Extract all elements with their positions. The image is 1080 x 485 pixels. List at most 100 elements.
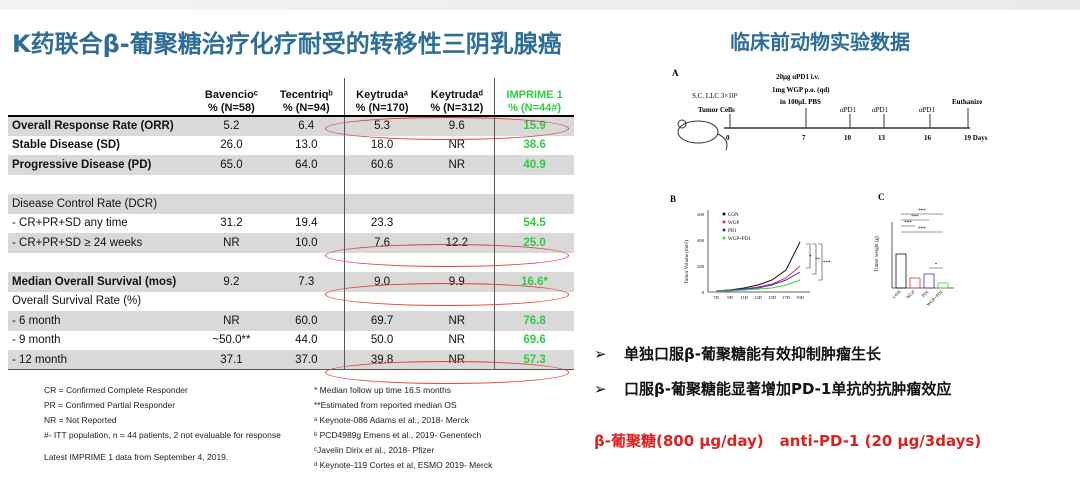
table-cell: NR — [194, 233, 269, 253]
highlight-oval-mos — [325, 283, 569, 306]
footnote: CR = Confirmed Complete Responder — [44, 385, 188, 395]
table-cell — [268, 194, 345, 214]
x-tick: 9D — [727, 295, 733, 300]
table-cell: 7.3 — [268, 272, 345, 292]
header-n: % (N=44#) — [508, 102, 562, 114]
table-row: - CR+PR+SD any time 31.2 19.4 23.3 54.5 — [8, 213, 574, 233]
bar-wgp — [909, 277, 921, 289]
table-cell: 69.6 — [494, 330, 574, 350]
column-header: Keytrudaᵃ% (N=170) — [343, 78, 420, 117]
table-cell — [268, 252, 345, 272]
footnote: PR = Confirmed Partial Responder — [44, 400, 176, 410]
legend-item: CON — [728, 213, 739, 218]
x-tick: 11D — [740, 295, 748, 300]
mouse-icon — [677, 119, 728, 151]
header-n: % (N=312) — [430, 102, 484, 114]
table-cell: 5.2 — [194, 116, 269, 136]
arrow-bullet-icon: ➢ — [594, 345, 607, 363]
table-cell — [268, 174, 345, 194]
table-cell — [419, 194, 496, 214]
x-tick: 13D — [754, 295, 763, 300]
row-label: - CR+PR+SD any time — [8, 213, 194, 233]
table-cell: 54.5 — [494, 213, 574, 233]
x-tick: WGP — [905, 289, 916, 300]
highlight-oval-orr — [325, 117, 569, 140]
footnote: #- ITT population, n = 44 patients, 2 no… — [44, 430, 281, 440]
table-cell — [194, 194, 269, 214]
dose-text: in 100μL PBS — [780, 98, 821, 106]
table-cell: 65.0 — [194, 155, 269, 175]
header-name: IMPRIME 1 — [506, 89, 563, 101]
table-cell: 18.0 — [343, 135, 420, 155]
header-n: % (N=58) — [208, 102, 255, 114]
tumor-volume-chart: B Tumor Volume (mm³) 0 200 400 600 7D 9D… — [670, 194, 831, 300]
header-name: Keytrudaᵈ — [430, 89, 483, 101]
significance-mark: ** — [815, 258, 821, 263]
table-header-row: Bavencioᶜ% (N=58) Tecentriqᵇ% (N=94) Keytr… — [8, 78, 574, 117]
section-subtitle: 临床前动物实验数据 — [730, 30, 910, 54]
timeline-figure: A 20μg αPD1 i.v. 1mg WGP p.o. (qd) in 10… — [672, 68, 988, 151]
header-n: % (N=94) — [282, 102, 330, 114]
table-cell: 13.0 — [268, 135, 345, 155]
row-label: Progressive Disease (PD) — [8, 155, 194, 175]
table-cell: 50.0 — [343, 330, 420, 350]
row-label: - 12 month — [8, 350, 194, 370]
table-cell: 9.2 — [194, 272, 269, 292]
table-cell — [194, 291, 269, 311]
table-cell — [494, 194, 574, 214]
significance-mark: *** — [918, 227, 926, 232]
table-cell: 10.0 — [268, 233, 345, 253]
table-row: - 6 month NR 60.0 69.7 NR 76.8 — [8, 311, 574, 331]
top-banner — [0, 0, 1080, 10]
footnote: NR = Not Reported — [44, 415, 117, 425]
table-cell: 37.0 — [268, 350, 345, 370]
footnote: Latest IMPRIME 1 data from September 4, … — [44, 452, 229, 462]
row-label: - CR+PR+SD ≥ 24 weeks — [8, 233, 194, 253]
axis-label: Tumor weight (g) — [875, 236, 880, 272]
apd1-label: αPD1 — [919, 106, 936, 114]
bullet-point-1: ➢ 单独口服β-葡聚糖能有效抑制肿瘤生长 — [594, 343, 881, 364]
legend-item: PD1 — [728, 229, 737, 234]
significance-mark: *** — [911, 215, 919, 220]
bullet-text: 口服β-葡聚糖能显著增加PD-1单抗的抗肿瘤效应 — [624, 380, 952, 398]
row-label: - 6 month — [8, 311, 194, 331]
table-row: Disease Control Rate (DCR) — [8, 194, 574, 214]
footnote: **Estimated from reported median OS — [314, 400, 457, 410]
series-line-wgp-pd1 — [716, 279, 801, 292]
footnote — [44, 443, 281, 450]
footnote: ᵈ Keynote-119 Cortes et al, ESMO 2019- M… — [314, 460, 493, 470]
row-label — [8, 252, 194, 272]
page-title: K药联合β-葡聚糖治疗化疗耐受的转移性三阴乳腺癌 — [12, 30, 562, 58]
column-header: Bavencioᶜ% (N=58) — [194, 78, 269, 117]
legend-item: WGP — [728, 221, 739, 226]
table-cell — [194, 252, 269, 272]
footnotes-left: CR = Confirmed Complete Responder PR = C… — [44, 383, 281, 465]
significance-mark: * — [809, 255, 812, 260]
table-cell — [419, 213, 496, 233]
figure-label: A — [672, 68, 679, 78]
row-label — [8, 174, 194, 194]
table-cell — [268, 291, 345, 311]
column-header: Tecentriqᵇ% (N=94) — [268, 78, 345, 117]
table-cell: 60.0 — [268, 311, 345, 331]
header-name: Tecentriqᵇ — [279, 89, 333, 101]
table-cell: 69.7 — [343, 311, 420, 331]
table-cell — [343, 174, 420, 194]
table-cell: 37.1 — [194, 350, 269, 370]
table-cell: 64.0 — [268, 155, 345, 175]
inoculation-text: S.C. LLC 3×10⁵ — [692, 92, 738, 100]
highlight-oval-12m — [325, 361, 569, 384]
table-cell: NR — [194, 311, 269, 331]
day-tick: 7 — [802, 134, 806, 142]
table-row: - 9 month ~50.0** 44.0 50.0 NR 69.6 — [8, 330, 574, 350]
footnote: * Median follow up time 16.5 months — [314, 385, 452, 395]
x-tick: 19D — [796, 295, 805, 300]
table-cell: 26.0 — [194, 135, 269, 155]
table-cell: NR — [419, 135, 496, 155]
x-tick: CON — [891, 289, 902, 300]
column-header: IMPRIME 1% (N=44#) — [494, 78, 574, 117]
tumor-weight-chart: C Tumor weight (g) *** *** *** *** * CON… — [875, 192, 954, 307]
table-cell: NR — [419, 155, 496, 175]
header-blank — [8, 78, 194, 117]
day-tick: 19 Days — [964, 134, 988, 142]
